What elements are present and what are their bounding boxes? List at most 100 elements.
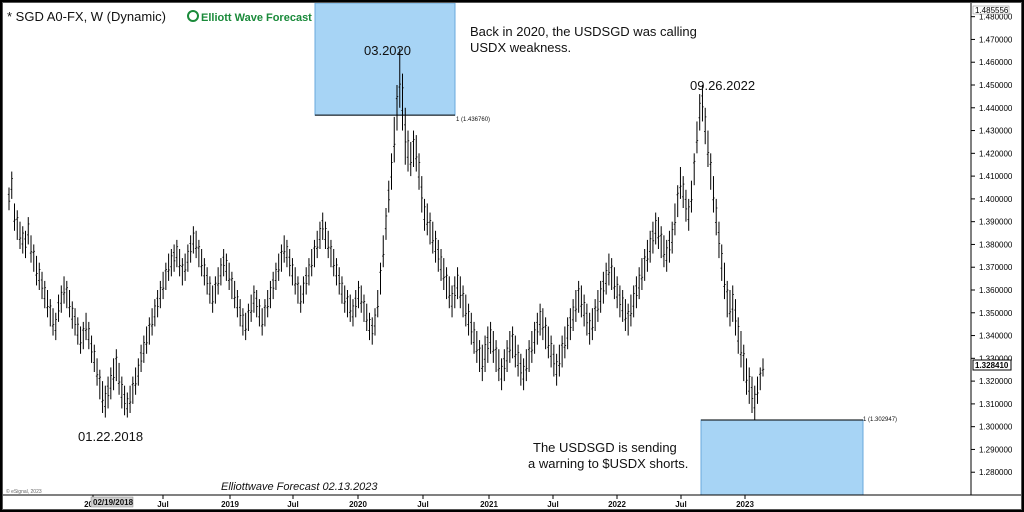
ohlc-bar [57, 294, 60, 322]
ohlc-bar [109, 367, 113, 400]
ohlc-bar [497, 349, 501, 382]
ohlc-bar [274, 262, 278, 290]
ohlc-bar [574, 290, 578, 322]
ohlc-bar [153, 299, 157, 327]
ohlc-bar [591, 308, 594, 341]
ohlc-bar [244, 312, 247, 341]
ohlc-bar [442, 258, 445, 290]
ohlc-bar [613, 267, 616, 300]
ohlc-bar [324, 221, 327, 249]
ohlc-bar [95, 358, 99, 386]
ohlc-bar [247, 303, 250, 331]
ohlc-bar [230, 271, 234, 300]
ohlc-bar [453, 276, 456, 309]
ohlc-bar [255, 290, 258, 318]
ohlc-bar [10, 171, 13, 199]
ohlc-bar [665, 239, 668, 272]
ohlc-bar [260, 308, 264, 336]
y-axis-ticks: 1.280000 1.290000 1.300000 1.310000 1.320000… [971, 13, 1013, 477]
ohlc-bar [291, 258, 294, 286]
ohlc-bar [73, 308, 77, 336]
ohlc-bar [549, 335, 553, 368]
ohlc-bar [277, 253, 280, 281]
ohlc-bar [145, 326, 148, 354]
ohlc-bar [175, 239, 179, 268]
ohlc-bar [461, 285, 465, 318]
ohlc-bar [555, 353, 558, 386]
price-chart[interactable]: 1.280000 1.290000 1.300000 1.310000 1.320000… [3, 3, 1021, 509]
ohlc-bar [266, 290, 269, 318]
ohlc-bar [709, 153, 712, 190]
ohlc-bar [280, 244, 283, 272]
ohlc-bar [715, 198, 718, 236]
ohlc-bar [607, 253, 611, 286]
ohlc-bar [219, 258, 223, 286]
ohlc-bar [137, 358, 140, 386]
ohlc-bar [313, 239, 316, 268]
ohlc-bar [197, 239, 201, 268]
ohlc-bar [225, 253, 228, 281]
cursor-date-label: 02/19/2018 [93, 498, 134, 507]
box-target-2022 [700, 419, 864, 496]
ohlc-bar [615, 276, 619, 309]
ohlc-bar [79, 326, 82, 354]
ohlc-bar [203, 258, 206, 286]
ohlc-bar [503, 349, 506, 382]
y-tick-label: 1.280000 [979, 468, 1013, 477]
ohlc-bar [621, 290, 624, 322]
ohlc-bar [604, 262, 608, 295]
ohlc-bar [514, 335, 517, 368]
ohlc-bar [126, 392, 129, 418]
ohlc-bar [712, 176, 715, 213]
ohlc-bar [285, 239, 289, 268]
ohlc-bar [588, 312, 591, 345]
ohlc-bar [530, 331, 534, 363]
ohlc-bar [112, 358, 115, 391]
ohlc-bar [13, 203, 16, 231]
ohlc-bar [431, 221, 434, 254]
ohlc-bar [585, 303, 589, 336]
ohlc-bar [16, 210, 19, 240]
ohlc-bar [728, 290, 732, 327]
x-tick-label: Jul [157, 500, 169, 509]
top-price-box [972, 5, 1010, 15]
ohlc-bar [332, 249, 335, 277]
ohlc-bar [720, 244, 723, 281]
ohlc-bar [423, 198, 426, 231]
ohlc-bar [734, 299, 737, 336]
ohlc-bar [676, 185, 679, 218]
ohlc-bar [335, 258, 338, 286]
y-tick-label: 1.380000 [979, 240, 1013, 249]
ohlc-bar [104, 385, 107, 418]
y-tick-label: 1.420000 [979, 149, 1013, 158]
ohlc-bar [668, 230, 671, 263]
ohlc-bar [437, 239, 440, 272]
ohlc-bar [420, 176, 423, 213]
y-tick-label: 1.410000 [979, 172, 1013, 181]
ohlc-bar [648, 230, 652, 263]
ohlc-bar [681, 176, 685, 208]
ohlc-bar [98, 369, 102, 400]
ohlc-bar [610, 258, 613, 290]
ohlc-bar [46, 290, 49, 318]
ohlc-bar [343, 285, 346, 313]
ohlc-bar [161, 271, 165, 300]
ohlc-bar [379, 262, 382, 295]
ohlc-bar [84, 312, 88, 341]
ohlc-bar [156, 290, 159, 318]
ohlc-bar [456, 267, 459, 300]
ohlc-bar [32, 244, 35, 272]
ohlc-bar [580, 285, 583, 318]
ohlc-bar [511, 326, 514, 359]
ohlc-bar [750, 376, 754, 413]
ohlc-bar [401, 73, 404, 131]
ohlc-bar [181, 258, 184, 286]
ohlc-bar [7, 187, 11, 211]
ohlc-bar [448, 276, 451, 309]
ohlc-bar [695, 121, 699, 154]
ohlc-bar [214, 276, 217, 304]
note-top-line2: USDX weakness. [470, 40, 571, 55]
ohlc-bar [409, 141, 412, 177]
ohlc-bar [123, 385, 126, 416]
ohlc-bar [717, 221, 721, 259]
